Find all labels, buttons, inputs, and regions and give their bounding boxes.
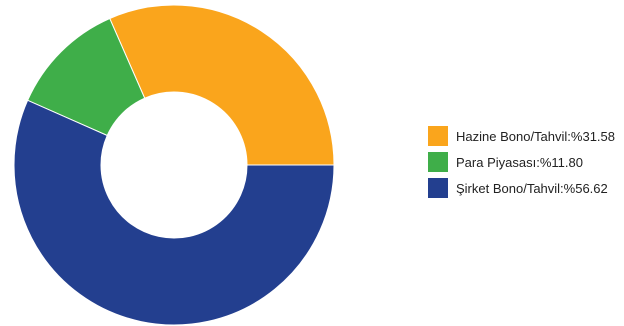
legend-label-hazine: Hazine Bono/Tahvil:%31.58: [456, 128, 615, 144]
legend-swatch-para-piyasasi: [428, 152, 448, 172]
chart-legend: Hazine Bono/Tahvil:%31.58 Para Piyasası:…: [428, 126, 615, 204]
donut-slice-sirket[interactable]: [13, 99, 335, 326]
legend-swatch-hazine: [428, 126, 448, 146]
legend-label-sirket: Şirket Bono/Tahvil:%56.62: [456, 180, 608, 196]
donut-slice-hazine[interactable]: [109, 4, 335, 166]
legend-item-hazine[interactable]: Hazine Bono/Tahvil:%31.58: [428, 126, 615, 146]
legend-label-para-piyasasi: Para Piyasası:%11.80: [456, 154, 583, 170]
legend-swatch-sirket: [428, 178, 448, 198]
legend-item-para-piyasasi[interactable]: Para Piyasası:%11.80: [428, 152, 615, 172]
legend-item-sirket[interactable]: Şirket Bono/Tahvil:%56.62: [428, 178, 615, 198]
